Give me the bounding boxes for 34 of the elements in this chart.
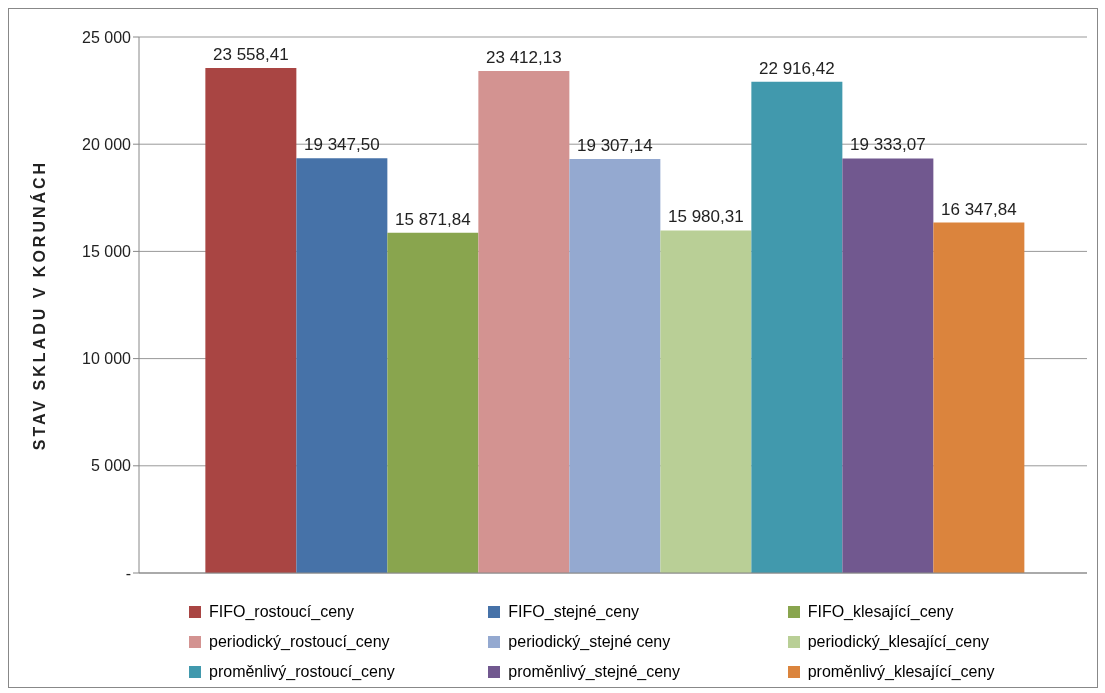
legend-label: proměnlivý_rostoucí_ceny bbox=[209, 663, 395, 681]
bar bbox=[660, 230, 752, 573]
data-label: 19 307,14 bbox=[577, 136, 653, 156]
data-label: 15 980,31 bbox=[668, 207, 744, 227]
bar bbox=[933, 222, 1025, 573]
legend-label: proměnlivý_stejné_ceny bbox=[508, 663, 680, 681]
legend-label: FIFO_rostoucí_ceny bbox=[209, 603, 354, 621]
data-label: 15 871,84 bbox=[395, 209, 471, 229]
legend-label: periodický_klesající_ceny bbox=[807, 633, 990, 651]
bar bbox=[842, 158, 934, 573]
data-label: 19 347,50 bbox=[304, 135, 380, 155]
data-label: 23 558,41 bbox=[213, 44, 289, 64]
data-label: 23 412,13 bbox=[486, 48, 562, 68]
bar bbox=[478, 71, 570, 573]
y-tick-label: 10 000 bbox=[82, 350, 132, 368]
legend-label: FIFO_klesající_ceny bbox=[807, 603, 954, 621]
data-label: 22 916,42 bbox=[759, 58, 835, 78]
bar bbox=[751, 81, 843, 573]
y-axis-title: STAV SKLADU V KORUNÁCH bbox=[29, 159, 48, 451]
legend-label: periodický_rostoucí_ceny bbox=[209, 633, 390, 651]
y-tick-label: 5 000 bbox=[90, 457, 132, 475]
bar bbox=[205, 67, 297, 573]
legend-label: FIFO_stejné_ceny bbox=[508, 603, 640, 621]
data-label: 19 333,07 bbox=[850, 135, 926, 155]
y-tick-label: 20 000 bbox=[82, 135, 132, 153]
y-tick-label: - bbox=[125, 564, 131, 582]
bar bbox=[387, 232, 479, 573]
bar bbox=[296, 158, 388, 573]
legend-label: periodický_stejné ceny bbox=[508, 633, 671, 651]
legend-label: proměnlivý_klesající_ceny bbox=[807, 663, 995, 681]
y-tick-label: 25 000 bbox=[82, 28, 132, 46]
y-tick-label: 15 000 bbox=[82, 243, 132, 261]
bar bbox=[569, 159, 661, 573]
data-label: 16 347,84 bbox=[941, 199, 1017, 219]
